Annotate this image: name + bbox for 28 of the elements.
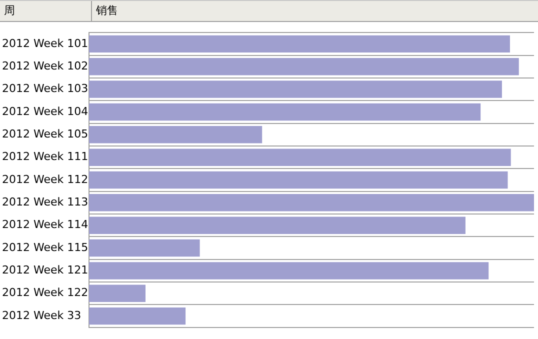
bar: [89, 284, 146, 302]
bar: [89, 58, 519, 76]
y-tick-label: 2012 Week 122: [2, 286, 88, 300]
y-tick-label: 2012 Week 33: [2, 308, 82, 322]
bar: [89, 262, 489, 280]
x-axis-title: 销售: [95, 3, 118, 19]
bar: [89, 103, 481, 121]
bar: [89, 126, 262, 144]
y-tick-label: 2012 Week 112: [2, 172, 88, 186]
y-tick-label: 2012 Week 111: [2, 150, 88, 164]
y-tick-label: 2012 Week 121: [2, 264, 88, 277]
y-tick-label: 2012 Week 101: [2, 36, 88, 50]
bar: [89, 194, 534, 212]
bar: [89, 307, 186, 325]
bar: [89, 35, 510, 53]
y-tick-label: 2012 Week 102: [2, 59, 88, 72]
bar: [89, 148, 511, 166]
y-tick-label: 2012 Week 103: [2, 82, 88, 96]
y-tick-label: 2012 Week 115: [2, 240, 88, 254]
y-axis-title: 周: [0, 1, 92, 21]
bar: [89, 239, 200, 257]
y-tick-label: 2012 Week 105: [2, 128, 88, 141]
bar: [89, 80, 502, 98]
y-tick-label: 2012 Week 104: [2, 104, 88, 118]
y-tick-label: 2012 Week 113: [2, 196, 88, 209]
bar: [89, 171, 508, 189]
y-tick-label: 2012 Week 114: [2, 218, 88, 232]
bar: [89, 216, 466, 234]
